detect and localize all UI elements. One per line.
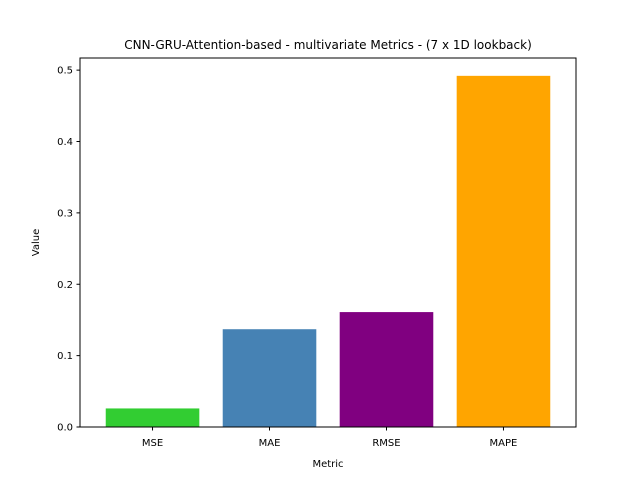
y-tick-label: 0.1 — [57, 351, 73, 362]
y-tick-label: 0.3 — [57, 208, 73, 219]
x-tick-label-rmse: RMSE — [372, 438, 400, 449]
y-axis-ticks: 0.0 0.1 0.2 0.3 0.4 0.5 — [57, 66, 80, 434]
x-tick-label-mape: MAPE — [490, 438, 518, 449]
y-tick-label: 0.5 — [57, 66, 73, 77]
x-tick-label-mse: MSE — [142, 438, 163, 449]
y-tick-label: 0.2 — [57, 280, 73, 291]
chart-title: CNN-GRU-Attention-based - multivariate M… — [124, 38, 532, 52]
y-tick-label: 0.0 — [57, 423, 73, 434]
bar-rmse — [339, 312, 434, 427]
x-axis-title: Metric — [312, 459, 343, 470]
bar-mae — [222, 329, 317, 427]
bar-mse — [105, 408, 200, 427]
x-axis-ticks: MSE MAE RMSE MAPE — [142, 427, 518, 449]
bar-mape — [456, 75, 551, 428]
y-tick-label: 0.4 — [57, 137, 73, 148]
plot-frame — [79, 57, 577, 428]
y-axis-title: Value — [31, 229, 42, 256]
x-tick-label-mae: MAE — [259, 438, 281, 449]
bars-layer — [105, 75, 551, 428]
